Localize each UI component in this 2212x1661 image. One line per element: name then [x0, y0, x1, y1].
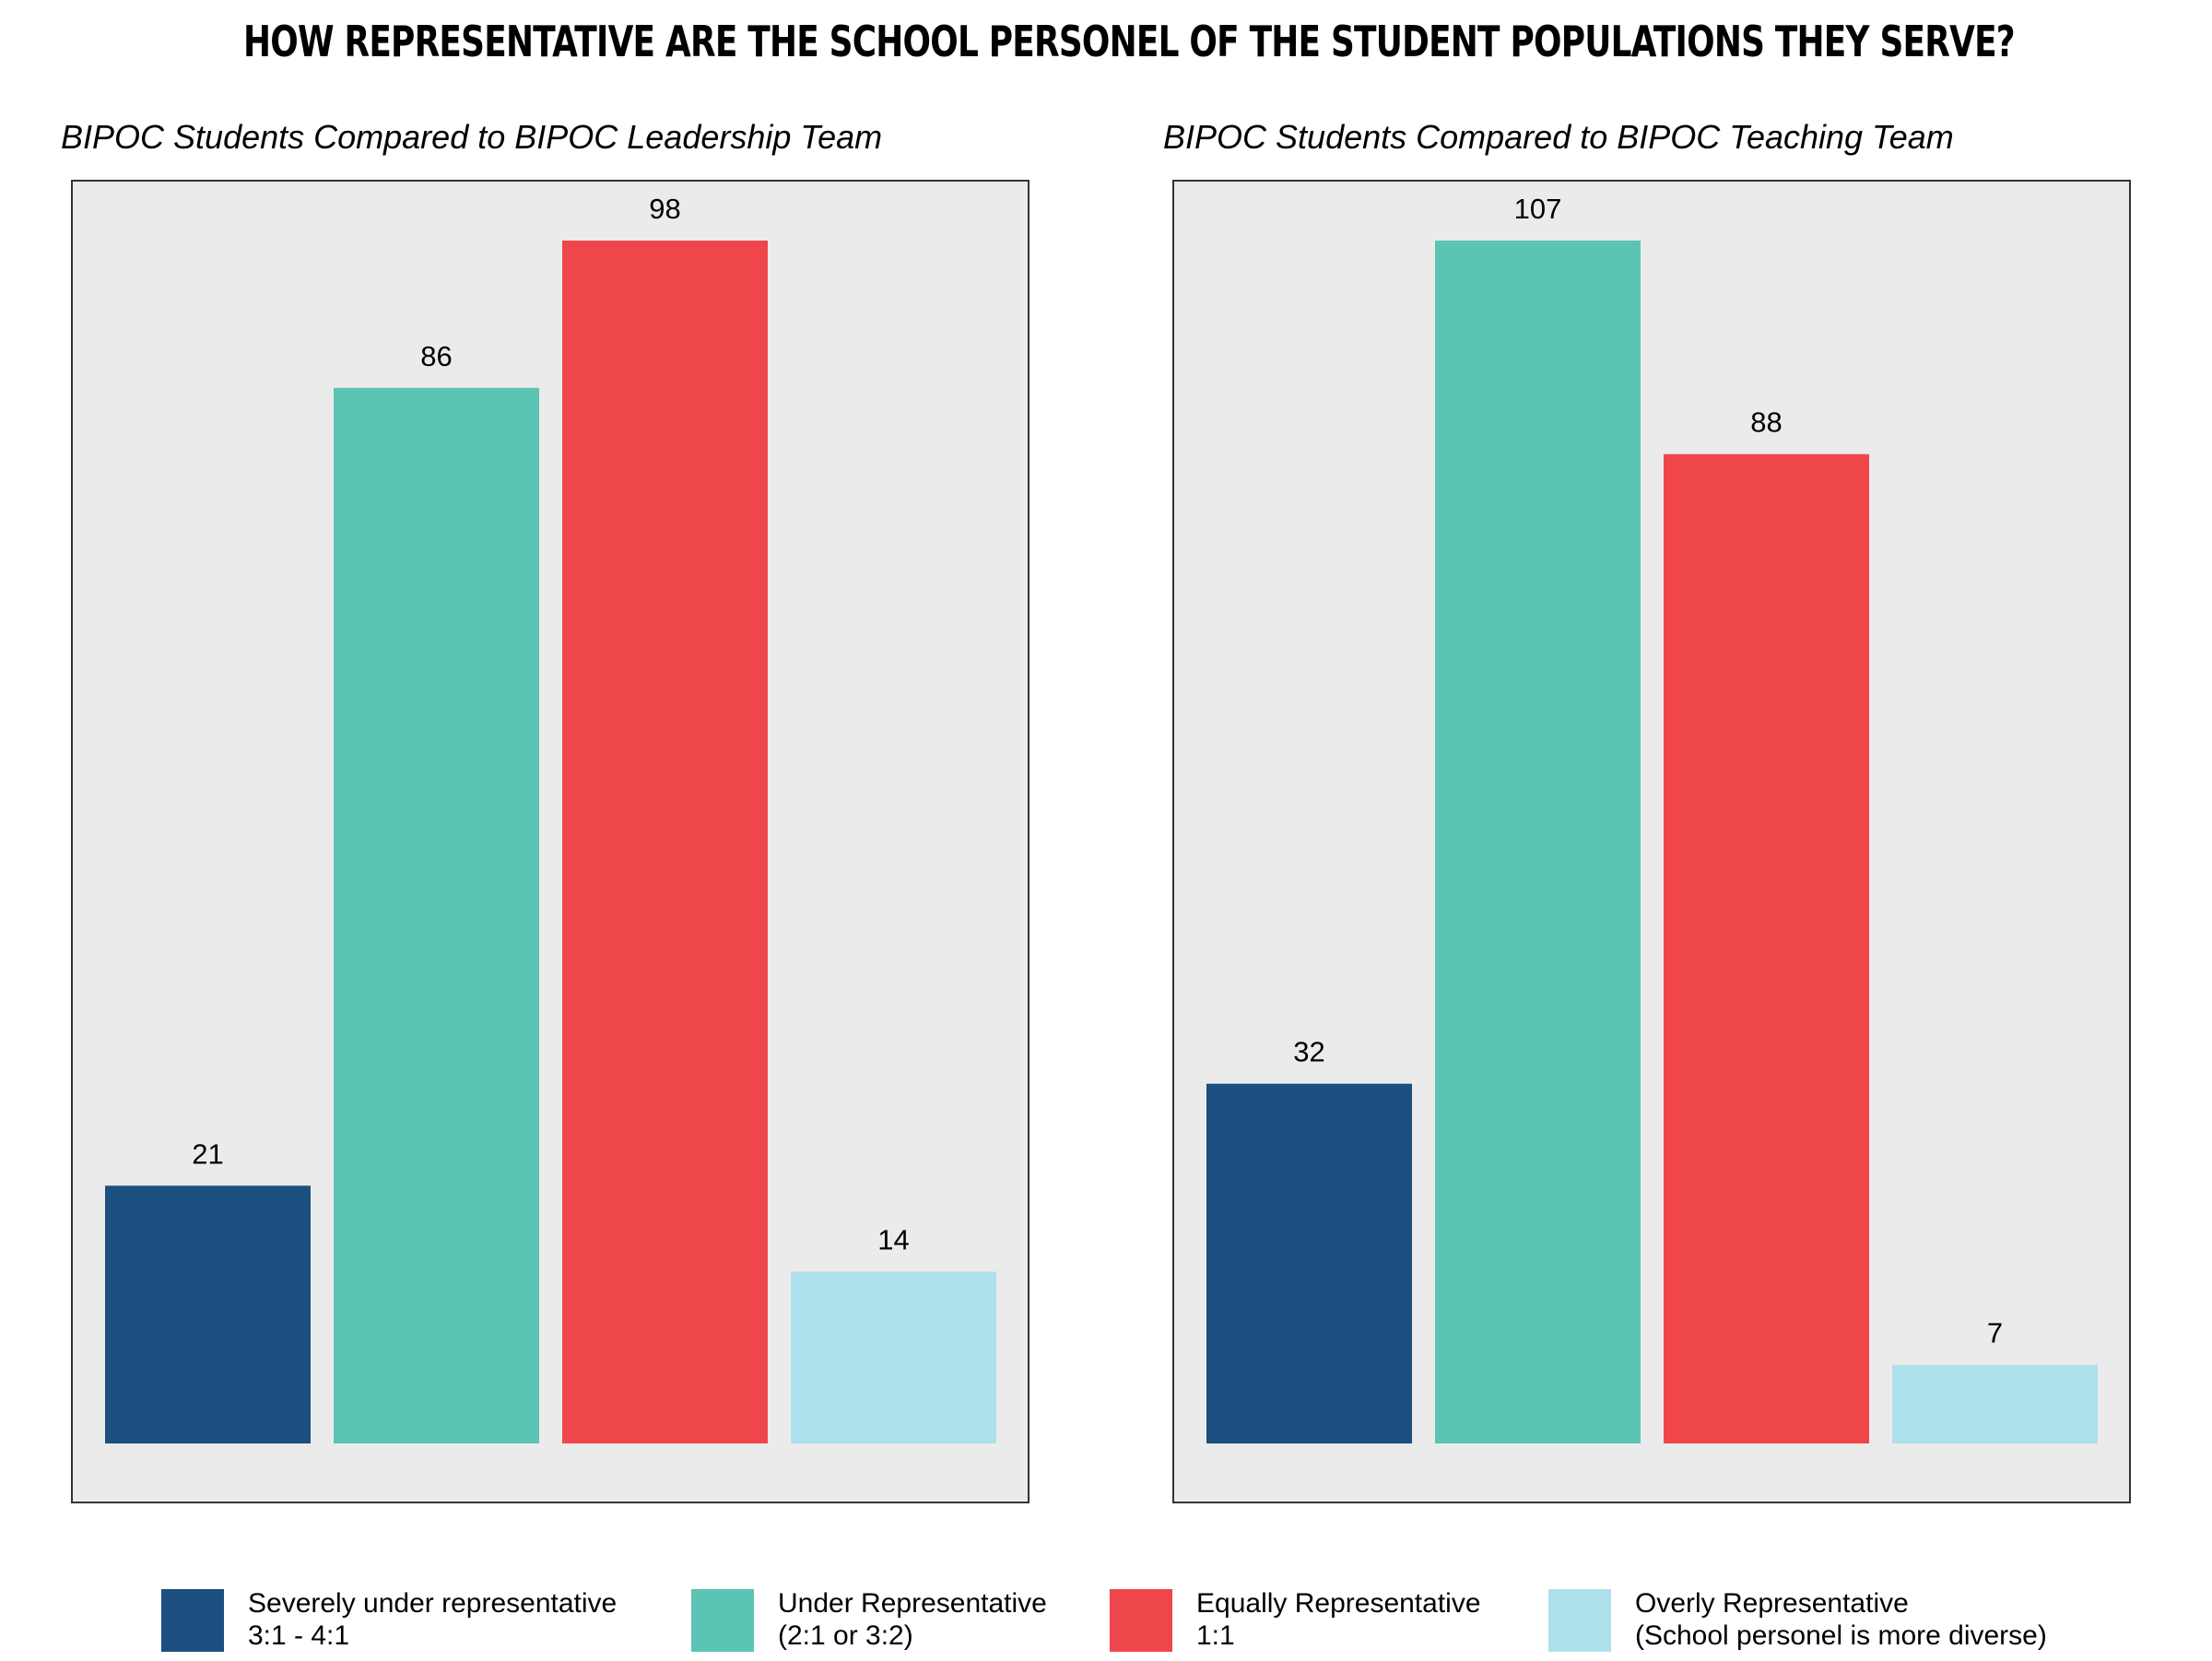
- legend-label-line2: (School personel is more diverse): [1635, 1620, 2047, 1651]
- data-label-teaching-severely-under: 32: [1293, 1036, 1324, 1068]
- legend-label-equal: Equally Representative 1:1: [1196, 1587, 1481, 1652]
- bar-teaching-severely-under: [1206, 1083, 1412, 1443]
- legend-label-severely-under: Severely under representative 3:1 - 4:1: [248, 1587, 617, 1652]
- legend-label-line1: Equally Representative: [1196, 1588, 1481, 1619]
- legend-swatch-overly: [1548, 1589, 1611, 1652]
- legend-label-overly: Overly Representative (School personel i…: [1635, 1587, 2047, 1652]
- legend-label-line1: Overly Representative: [1635, 1588, 1909, 1619]
- bar-teaching-under: [1435, 241, 1641, 1443]
- panel-leadership: 21 86 98 14: [71, 180, 1030, 1503]
- bar-leadership-overly: [791, 1271, 996, 1443]
- data-label-leadership-overly: 14: [877, 1224, 909, 1256]
- data-label-teaching-equal: 88: [1750, 406, 1782, 439]
- legend-label-line2: 1:1: [1196, 1620, 1235, 1651]
- legend-label-under: Under Representative (2:1 or 3:2): [778, 1587, 1047, 1652]
- right-panel-title: BIPOC Students Compared to BIPOC Teachin…: [1163, 118, 1954, 156]
- legend-label-line1: Severely under representative: [248, 1588, 618, 1619]
- legend-swatch-under: [691, 1589, 754, 1652]
- legend: Severely under representative 3:1 - 4:1 …: [0, 1587, 2212, 1661]
- left-panel-title: BIPOC Students Compared to BIPOC Leaders…: [61, 118, 883, 156]
- legend-swatch-equal: [1110, 1589, 1172, 1652]
- data-label-teaching-under: 107: [1514, 193, 1562, 225]
- legend-swatch-severely-under: [161, 1589, 224, 1652]
- bar-leadership-equal: [562, 241, 768, 1443]
- legend-label-line2: (2:1 or 3:2): [778, 1620, 913, 1651]
- chart-title: HOW REPRESENTATIVE ARE THE SCHOOL PERSON…: [243, 17, 2016, 66]
- bar-teaching-equal: [1664, 454, 1869, 1443]
- panel-teaching: 32 107 88 7: [1172, 180, 2131, 1503]
- bar-leadership-severely-under: [105, 1185, 311, 1443]
- bar-teaching-overly: [1892, 1364, 2098, 1443]
- data-label-teaching-overly: 7: [1987, 1317, 2003, 1349]
- bar-leadership-under: [334, 387, 539, 1444]
- data-label-leadership-severely-under: 21: [192, 1137, 223, 1170]
- legend-label-line1: Under Representative: [778, 1588, 1047, 1619]
- data-label-leadership-equal: 98: [649, 193, 680, 225]
- legend-label-line2: 3:1 - 4:1: [248, 1620, 350, 1651]
- data-label-leadership-under: 86: [420, 340, 452, 372]
